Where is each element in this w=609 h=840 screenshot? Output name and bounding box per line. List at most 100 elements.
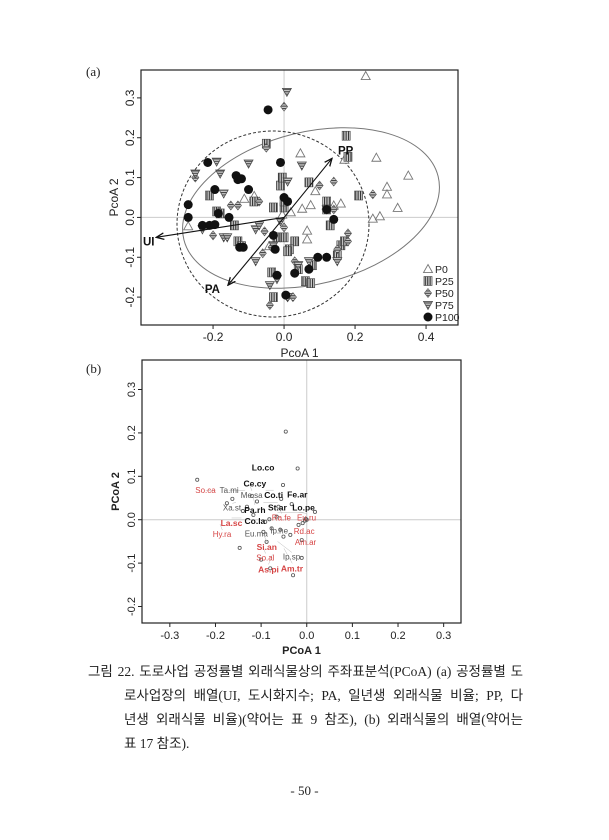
- caption-line-3: 년생 외래식물 비율)(약어는 표 9 참조), (b) 외래식물의 배열(약어…: [124, 712, 523, 727]
- y-tick-label: 0.0: [123, 209, 137, 226]
- x-axis-label: PcoA 1: [280, 346, 318, 360]
- species-point: [274, 514, 279, 519]
- data-point-p25: [205, 190, 214, 201]
- species-point: [269, 526, 274, 531]
- species-point: [276, 504, 281, 509]
- data-point-p75: [211, 157, 222, 167]
- caption-line-4: 표 17 참조).: [124, 736, 190, 751]
- legend-label-p100: P100: [435, 312, 460, 324]
- y-tick-label: 0.2: [123, 129, 137, 146]
- data-point-p25: [283, 246, 292, 257]
- legend-label-p75: P75: [435, 300, 454, 312]
- legend-marker-p0: [422, 263, 434, 274]
- legend-label-p0: P0: [435, 264, 448, 276]
- data-point-p100: [197, 220, 207, 230]
- data-point-p50: [226, 200, 235, 211]
- species-point: [312, 509, 317, 514]
- data-point-p25: [306, 278, 316, 288]
- label-leader-line: [283, 548, 293, 564]
- pcoa-site-chart: -0.2 0.0 0.2 0.4 -0.2 -0.1 0.0 0.1 0.2 0.3 PcoA 1 P…: [107, 69, 460, 360]
- data-point-p0: [374, 210, 386, 221]
- y-tick-label: 0.0: [126, 512, 138, 527]
- species-label: Lo.pe: [292, 502, 315, 512]
- legend-marker-p50: [424, 288, 432, 298]
- data-point-p100: [329, 214, 339, 224]
- data-point-p75: [281, 87, 292, 98]
- label-leader-line: [252, 510, 256, 517]
- ellipse-dashed: [176, 130, 370, 318]
- data-point-p75: [243, 159, 254, 169]
- data-point-p100: [210, 220, 220, 230]
- species-label: Xa.st: [223, 503, 242, 512]
- species-point: [268, 566, 273, 571]
- species-point: [237, 545, 242, 550]
- species-label: Co.ti: [264, 490, 283, 500]
- data-point-p50: [329, 176, 338, 187]
- data-point-p100: [283, 196, 293, 206]
- data-point-p50: [343, 236, 352, 247]
- data-point-p75: [264, 281, 275, 291]
- x-tick-label: 0.1: [345, 630, 360, 642]
- data-point-p25: [277, 172, 287, 183]
- data-point-p75: [293, 261, 304, 271]
- legend-marker-p100: [423, 312, 433, 322]
- ellipse-solid: [182, 127, 440, 289]
- species-point: [279, 496, 284, 501]
- species-point: [283, 429, 288, 434]
- data-point-p0: [295, 147, 306, 158]
- plot-frame: [141, 359, 462, 624]
- data-point-p100: [213, 208, 223, 218]
- data-point-p100: [268, 230, 278, 240]
- data-point-p75: [222, 233, 233, 243]
- data-point-p50: [280, 101, 289, 112]
- data-point-p25: [276, 180, 285, 191]
- data-point-p50: [260, 226, 269, 237]
- species-point: [255, 499, 260, 504]
- species-label: Co.la: [245, 516, 266, 526]
- data-point-p25: [304, 177, 314, 188]
- panel-b-label: (b): [86, 361, 102, 376]
- vector-arrow-pp: [283, 158, 332, 218]
- data-point-p75: [250, 257, 261, 267]
- y-tick-label: 0.3: [126, 382, 138, 397]
- species-label: Eu.ru: [297, 513, 316, 522]
- species-label: Si.an: [257, 542, 277, 552]
- species-label: Ta.mi: [220, 486, 239, 495]
- species-label: Rd.ac: [294, 527, 315, 536]
- vector-arrow-ui: [156, 216, 285, 237]
- data-point-p100: [322, 252, 332, 262]
- species-point: [251, 512, 256, 517]
- y-tick-label: 0.2: [126, 425, 138, 440]
- species-label: Hy.ra: [213, 530, 232, 539]
- species-label: So.ca: [195, 486, 216, 495]
- species-label: Pa.rh: [244, 505, 265, 515]
- data-point-p100: [270, 244, 280, 254]
- species-label: St.ar: [268, 502, 288, 512]
- data-point-p50: [233, 200, 242, 211]
- species-point: [289, 502, 294, 507]
- y-axis-label: PcoA 2: [107, 178, 121, 216]
- data-point-p50: [368, 189, 377, 200]
- data-point-p25: [290, 236, 300, 247]
- x-axis-label: PCoA 1: [282, 645, 321, 657]
- data-point-p0: [403, 170, 414, 180]
- data-point-p0: [392, 202, 403, 212]
- data-point-p75: [303, 257, 315, 267]
- species-point: [296, 522, 301, 527]
- data-point-p100: [244, 185, 254, 195]
- data-point-p0: [301, 225, 313, 235]
- data-point-p50: [258, 248, 267, 259]
- species-label: La.sc: [221, 518, 243, 528]
- data-point-p100: [290, 268, 300, 278]
- data-point-p50: [280, 222, 289, 233]
- species-label: Ip.he: [270, 527, 288, 536]
- y-axis-label: PCoA 2: [110, 472, 122, 511]
- pcoa-species-chart: -0.3 -0.2 -0.1 0.0 0.1 0.2 0.3 -0.2 -0.1 0.0 0.1 0.…: [110, 359, 462, 657]
- legend-marker-p25: [423, 276, 433, 286]
- data-point-p75: [282, 177, 293, 187]
- data-point-p0: [335, 198, 347, 208]
- data-point-p25: [343, 152, 353, 162]
- species-point: [259, 557, 264, 562]
- species-point: [281, 482, 286, 487]
